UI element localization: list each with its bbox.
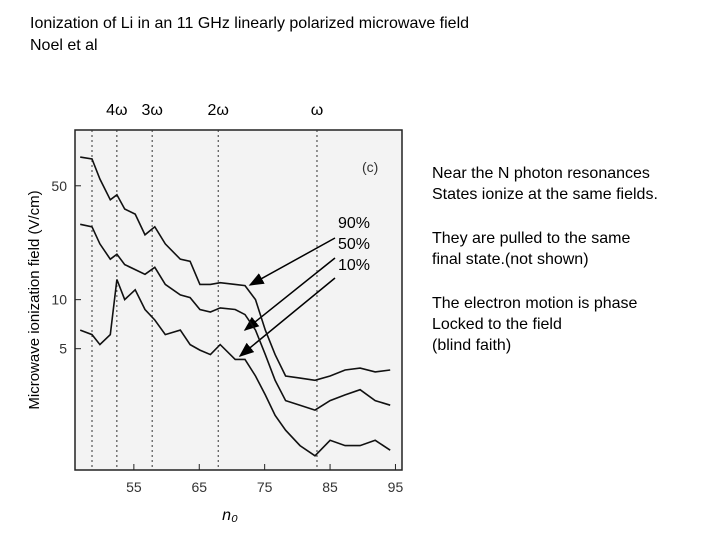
resonance-label: 4ω bbox=[106, 102, 127, 119]
series-label: 90% bbox=[338, 215, 370, 232]
data-line bbox=[80, 156, 391, 382]
y-tick-label: 10 bbox=[51, 292, 67, 308]
note-text: (blind faith) bbox=[432, 337, 511, 354]
series-label: 10% bbox=[338, 257, 370, 274]
data-line bbox=[80, 223, 391, 411]
plot-frame bbox=[74, 129, 403, 471]
slide-title: Ionization of Li in an 11 GHz linearly p… bbox=[30, 15, 469, 32]
arrow bbox=[248, 237, 336, 286]
slide-title: Noel et al bbox=[30, 37, 98, 54]
arrow bbox=[238, 277, 336, 357]
note-text: Locked to the field bbox=[432, 316, 562, 333]
x-tick-label: 85 bbox=[322, 479, 338, 495]
x-tick-label: 55 bbox=[126, 479, 142, 495]
resonance-label: 2ω bbox=[208, 102, 229, 119]
panel-label: (c) bbox=[362, 159, 378, 175]
x-tick-label: 65 bbox=[191, 479, 207, 495]
note-text: final state.(not shown) bbox=[432, 251, 589, 268]
note-text: They are pulled to the same bbox=[432, 230, 630, 247]
resonance-label: ω bbox=[311, 102, 324, 119]
note-text: The electron motion is phase bbox=[432, 295, 638, 312]
series-label: 50% bbox=[338, 236, 370, 253]
note-text: States ionize at the same fields. bbox=[432, 186, 658, 203]
arrow bbox=[243, 257, 336, 331]
y-tick-label: 5 bbox=[59, 341, 67, 357]
y-axis-label: Microwave ionization field (V/cm) bbox=[26, 190, 43, 409]
y-tick-label: 50 bbox=[51, 178, 67, 194]
x-tick-label: 75 bbox=[257, 479, 273, 495]
resonance-label: 3ω bbox=[141, 102, 162, 119]
note-text: Near the N photon resonances bbox=[432, 165, 650, 182]
data-line bbox=[79, 279, 391, 457]
x-axis-label: n₀ bbox=[222, 507, 238, 524]
x-tick-label: 95 bbox=[388, 479, 404, 495]
